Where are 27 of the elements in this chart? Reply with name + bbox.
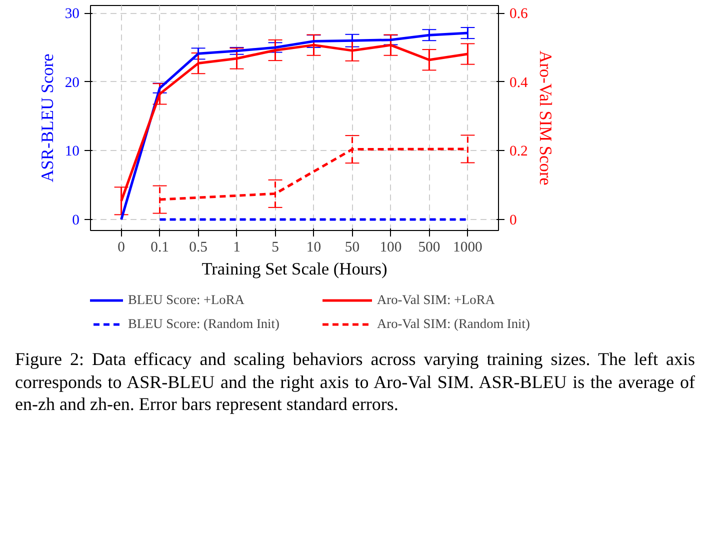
legend-label: BLEU Score: (Random Init) bbox=[128, 316, 280, 332]
line-series bbox=[120, 32, 469, 221]
legend-label: BLEU Score: +LoRA bbox=[128, 292, 246, 308]
legend-label: Aro-Val SIM: +LoRA bbox=[377, 292, 496, 308]
y-tick-label: 0 bbox=[72, 212, 80, 228]
x-tick-label: 1000 bbox=[453, 240, 482, 256]
x-tick-label: 0.1 bbox=[150, 240, 169, 256]
y-axis-title: ASR-BLEU Score bbox=[38, 53, 57, 182]
x-tick-label: 500 bbox=[418, 240, 440, 256]
x-tick-label: 100 bbox=[380, 240, 402, 256]
legend-label: Aro-Val SIM: (Random Init) bbox=[377, 316, 531, 332]
y2-tick-label: 0.2 bbox=[510, 144, 528, 160]
y2-tick-label: 0 bbox=[510, 212, 517, 228]
y-tick-label: 30 bbox=[64, 6, 80, 22]
x-axis-title: Training Set Scale (Hours) bbox=[202, 260, 388, 278]
x-tick-label: 10 bbox=[306, 240, 322, 256]
y-tick-label: 10 bbox=[64, 144, 80, 160]
x-tick-label: 50 bbox=[344, 240, 360, 256]
y-tick-label: 20 bbox=[64, 74, 80, 91]
x-tick-label: 0 bbox=[118, 240, 125, 256]
x-tick-label: 5 bbox=[272, 240, 279, 256]
caption: Figure 2: Data efficacy and scaling behaviors across varying training sizes. The left axis corresponds to ASR-BLEU and the right axis to Aro-Val SIM. ASR-BLEU is the average of en-zh and zh-en. Error bars represent standard errors. bbox=[15, 348, 695, 416]
x-tick-label: 1 bbox=[233, 240, 240, 256]
y2-tick-label: 0.4 bbox=[510, 74, 528, 91]
y2-tick-label: 0.6 bbox=[510, 6, 528, 22]
y2-axis-title: Aro-Val SIM Score bbox=[536, 50, 555, 186]
x-tick-label: 0.5 bbox=[189, 240, 208, 256]
